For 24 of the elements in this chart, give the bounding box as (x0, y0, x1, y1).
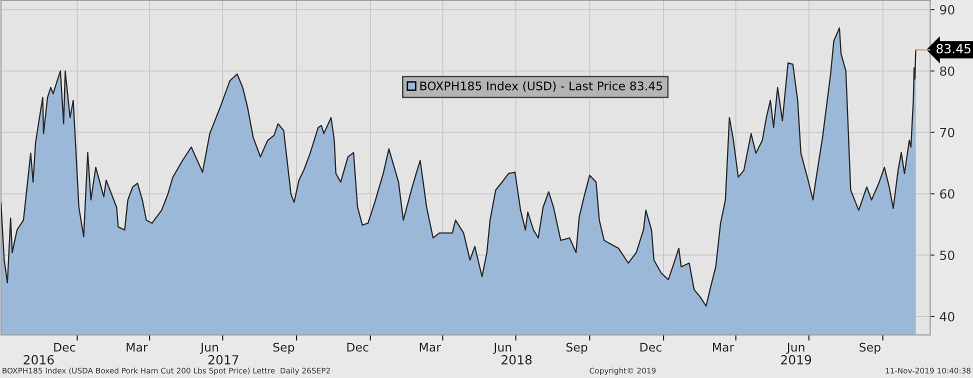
x-tick-label: Mar (126, 342, 148, 352)
x-tick-label: Jun (786, 342, 804, 354)
x-tick-label: Jun (493, 342, 512, 354)
x-tick-label: Sep (566, 342, 588, 354)
x-tick-label: Dec (54, 342, 76, 352)
x2-tick-label: 2016 (24, 355, 54, 364)
x-tick-label: Sep (860, 342, 880, 354)
x-tick-label: Jun (200, 342, 218, 354)
x2-tick-label: 2017 (208, 355, 238, 364)
y-tick-label: 40 (940, 312, 954, 322)
x-tick-label: Mar (713, 342, 734, 352)
y-tick-label: 80 (940, 66, 954, 76)
x-tick-label: Dec (347, 342, 368, 352)
y-tick-label: 90 (940, 5, 954, 15)
x-tick-label: Dec (640, 342, 662, 352)
y-tick-label: 60 (940, 189, 954, 199)
x2-tick-label: 2019 (781, 355, 812, 364)
y-tick-label: 50 (940, 250, 954, 260)
x-tick-label: Mar (420, 342, 441, 352)
y-tick-label: 70 (940, 128, 954, 138)
annotation: 83.45 (936, 44, 970, 54)
x-tick-label: Sep (273, 342, 294, 354)
legend-label: BOXPH185 Index (USD) - Last Price 83.45 (420, 81, 662, 92)
x2-tick-label: 2018 (502, 355, 532, 364)
